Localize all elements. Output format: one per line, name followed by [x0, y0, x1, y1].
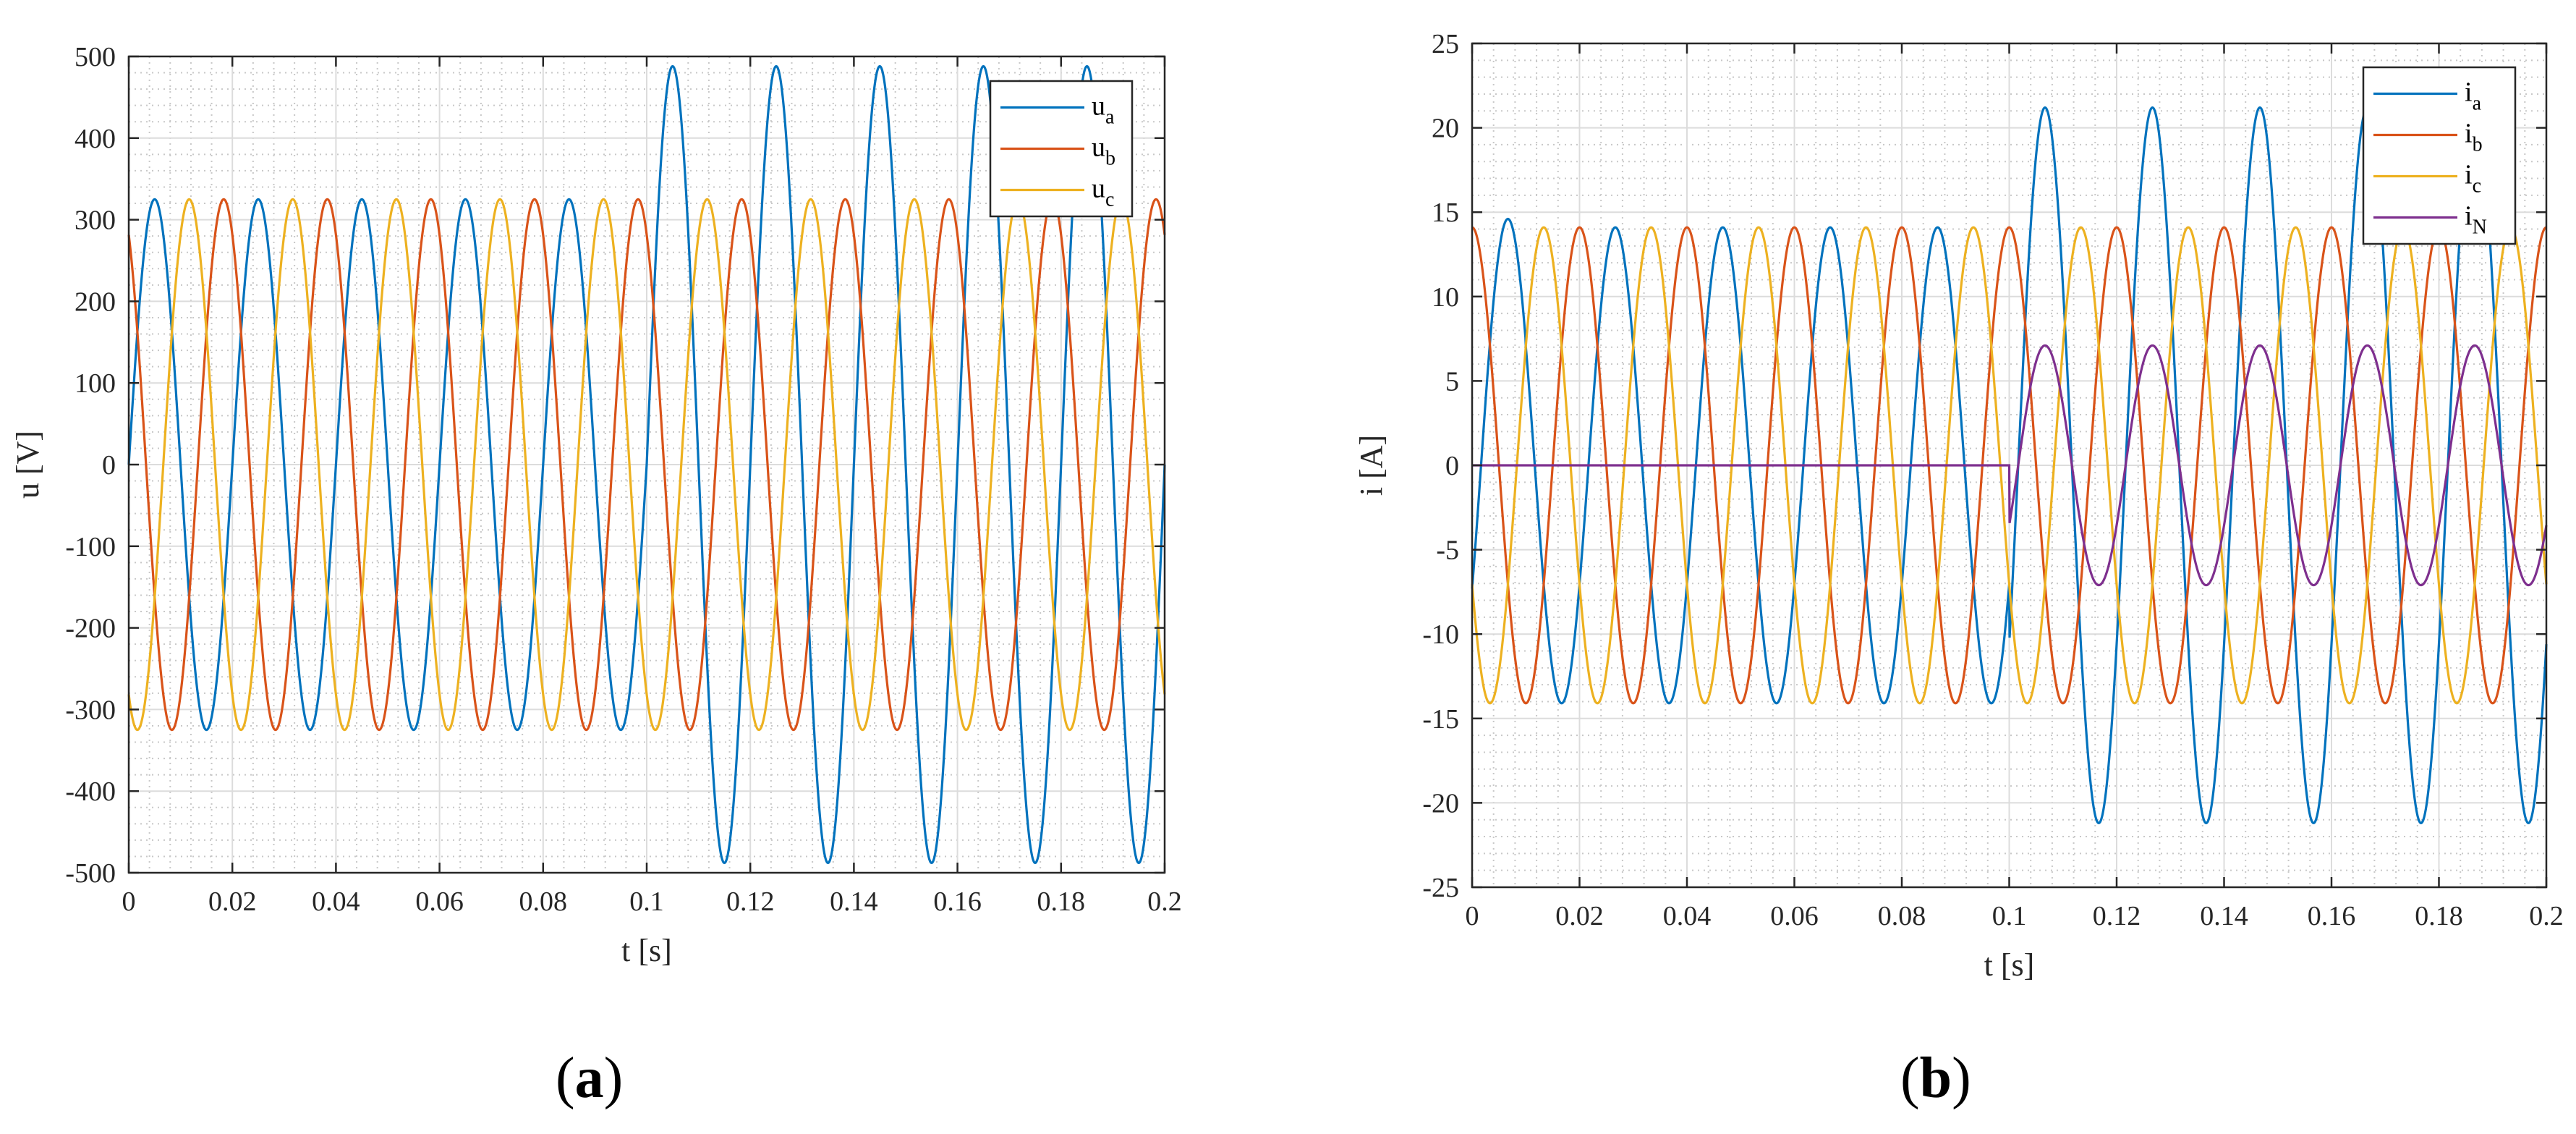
legend-label-i_c: ic [2465, 160, 2481, 198]
chart-a-voltage: 0 0.02 0.04 0.06 0.08 0.1 0.12 0.14 0.16 0.18 0.2 -… [10, 42, 1182, 968]
y-tick-label: 5 [1445, 366, 1459, 397]
x-tick-label: 0.1 [1992, 901, 2027, 931]
x-tick-label: 0.1 [629, 887, 664, 917]
x-tick-label: 0.16 [2308, 901, 2356, 931]
chart-b-current: 0 0.02 0.04 0.06 0.08 0.1 0.12 0.14 0.16 0.18 0.2 -… [1353, 29, 2564, 983]
y-tick-label: 25 [1432, 29, 1459, 59]
x-tick-label: 0.08 [1878, 901, 1926, 931]
y-tick-label: -300 [65, 695, 116, 725]
y-tick-label: 10 [1432, 282, 1459, 313]
x-tick-label: 0.08 [519, 887, 568, 917]
y-tick-label: -10 [1422, 619, 1459, 650]
legend-label-u_a: ua [1092, 91, 1115, 129]
x-tick-label: 0.02 [1555, 901, 1604, 931]
y-tick-label: 300 [75, 206, 116, 236]
y-tick-label: -500 [65, 858, 116, 889]
y-tick-label: 500 [75, 42, 116, 72]
x-tick-label: 0 [122, 887, 136, 917]
y-tick-label: 400 [75, 124, 116, 154]
series-line-u_c [127, 198, 1166, 732]
x-tick-label: 0.18 [2415, 901, 2463, 931]
x-tick-label: 0 [1466, 901, 1479, 931]
ticks: 0 0.02 0.04 0.06 0.08 0.1 0.12 0.14 0.16 0.18 0.2 -… [1422, 29, 2563, 931]
series-line-u_b [127, 198, 1166, 732]
legend-label-i_a: ia [2465, 77, 2482, 115]
x-tick-label: 0.06 [1770, 901, 1819, 931]
x-axis-label: t [s] [1984, 947, 2035, 983]
y-tick-label: 0 [102, 450, 116, 481]
y-tick-label: -25 [1422, 873, 1459, 903]
y-tick-label: 20 [1432, 114, 1459, 144]
x-tick-label: 0.02 [208, 887, 257, 917]
x-tick-label: 0.04 [312, 887, 360, 917]
x-tick-label: 0.18 [1037, 887, 1086, 917]
y-tick-label: -15 [1422, 704, 1459, 735]
y-tick-label: 200 [75, 287, 116, 317]
y-tick-label: -400 [65, 777, 116, 807]
x-tick-label: 0.14 [830, 887, 878, 917]
y-tick-label: -100 [65, 532, 116, 562]
legend-label-i_N: iN [2465, 201, 2487, 239]
legend-label-u_c: uc [1092, 174, 1114, 211]
y-tick-label: 15 [1432, 198, 1459, 228]
y-tick-label: -5 [1436, 536, 1459, 566]
y-axis-label: u [V] [10, 431, 46, 499]
panel-label-b: (b) [1900, 1046, 1971, 1110]
ticks: 0 0.02 0.04 0.06 0.08 0.1 0.12 0.14 0.16 0.18 0.2 -… [65, 42, 1181, 917]
legend-label-i_b: ib [2465, 119, 2483, 156]
x-tick-label: 0.12 [726, 887, 775, 917]
y-axis-label: i [A] [1353, 435, 1389, 496]
y-tick-label: 0 [1445, 451, 1459, 481]
y-tick-label: 100 [75, 368, 116, 399]
series-line-i_c [1471, 226, 2548, 705]
panel-label-a: (a) [556, 1046, 624, 1110]
x-tick-label: 0.06 [415, 887, 464, 917]
y-tick-label: -20 [1422, 788, 1459, 818]
legend-box [2362, 66, 2517, 245]
x-tick-label: 0.04 [1663, 901, 1712, 931]
x-tick-label: 0.12 [2093, 901, 2141, 931]
x-tick-label: 0.14 [2200, 901, 2248, 931]
x-axis-label: t [s] [621, 933, 672, 968]
series-line-i_N [1472, 344, 2548, 587]
legend-label-u_b: ub [1092, 132, 1115, 170]
x-tick-label: 0.2 [2529, 901, 2564, 931]
x-tick-label: 0.16 [933, 887, 982, 917]
x-tick-label: 0.2 [1147, 887, 1182, 917]
y-tick-label: -200 [65, 614, 116, 644]
